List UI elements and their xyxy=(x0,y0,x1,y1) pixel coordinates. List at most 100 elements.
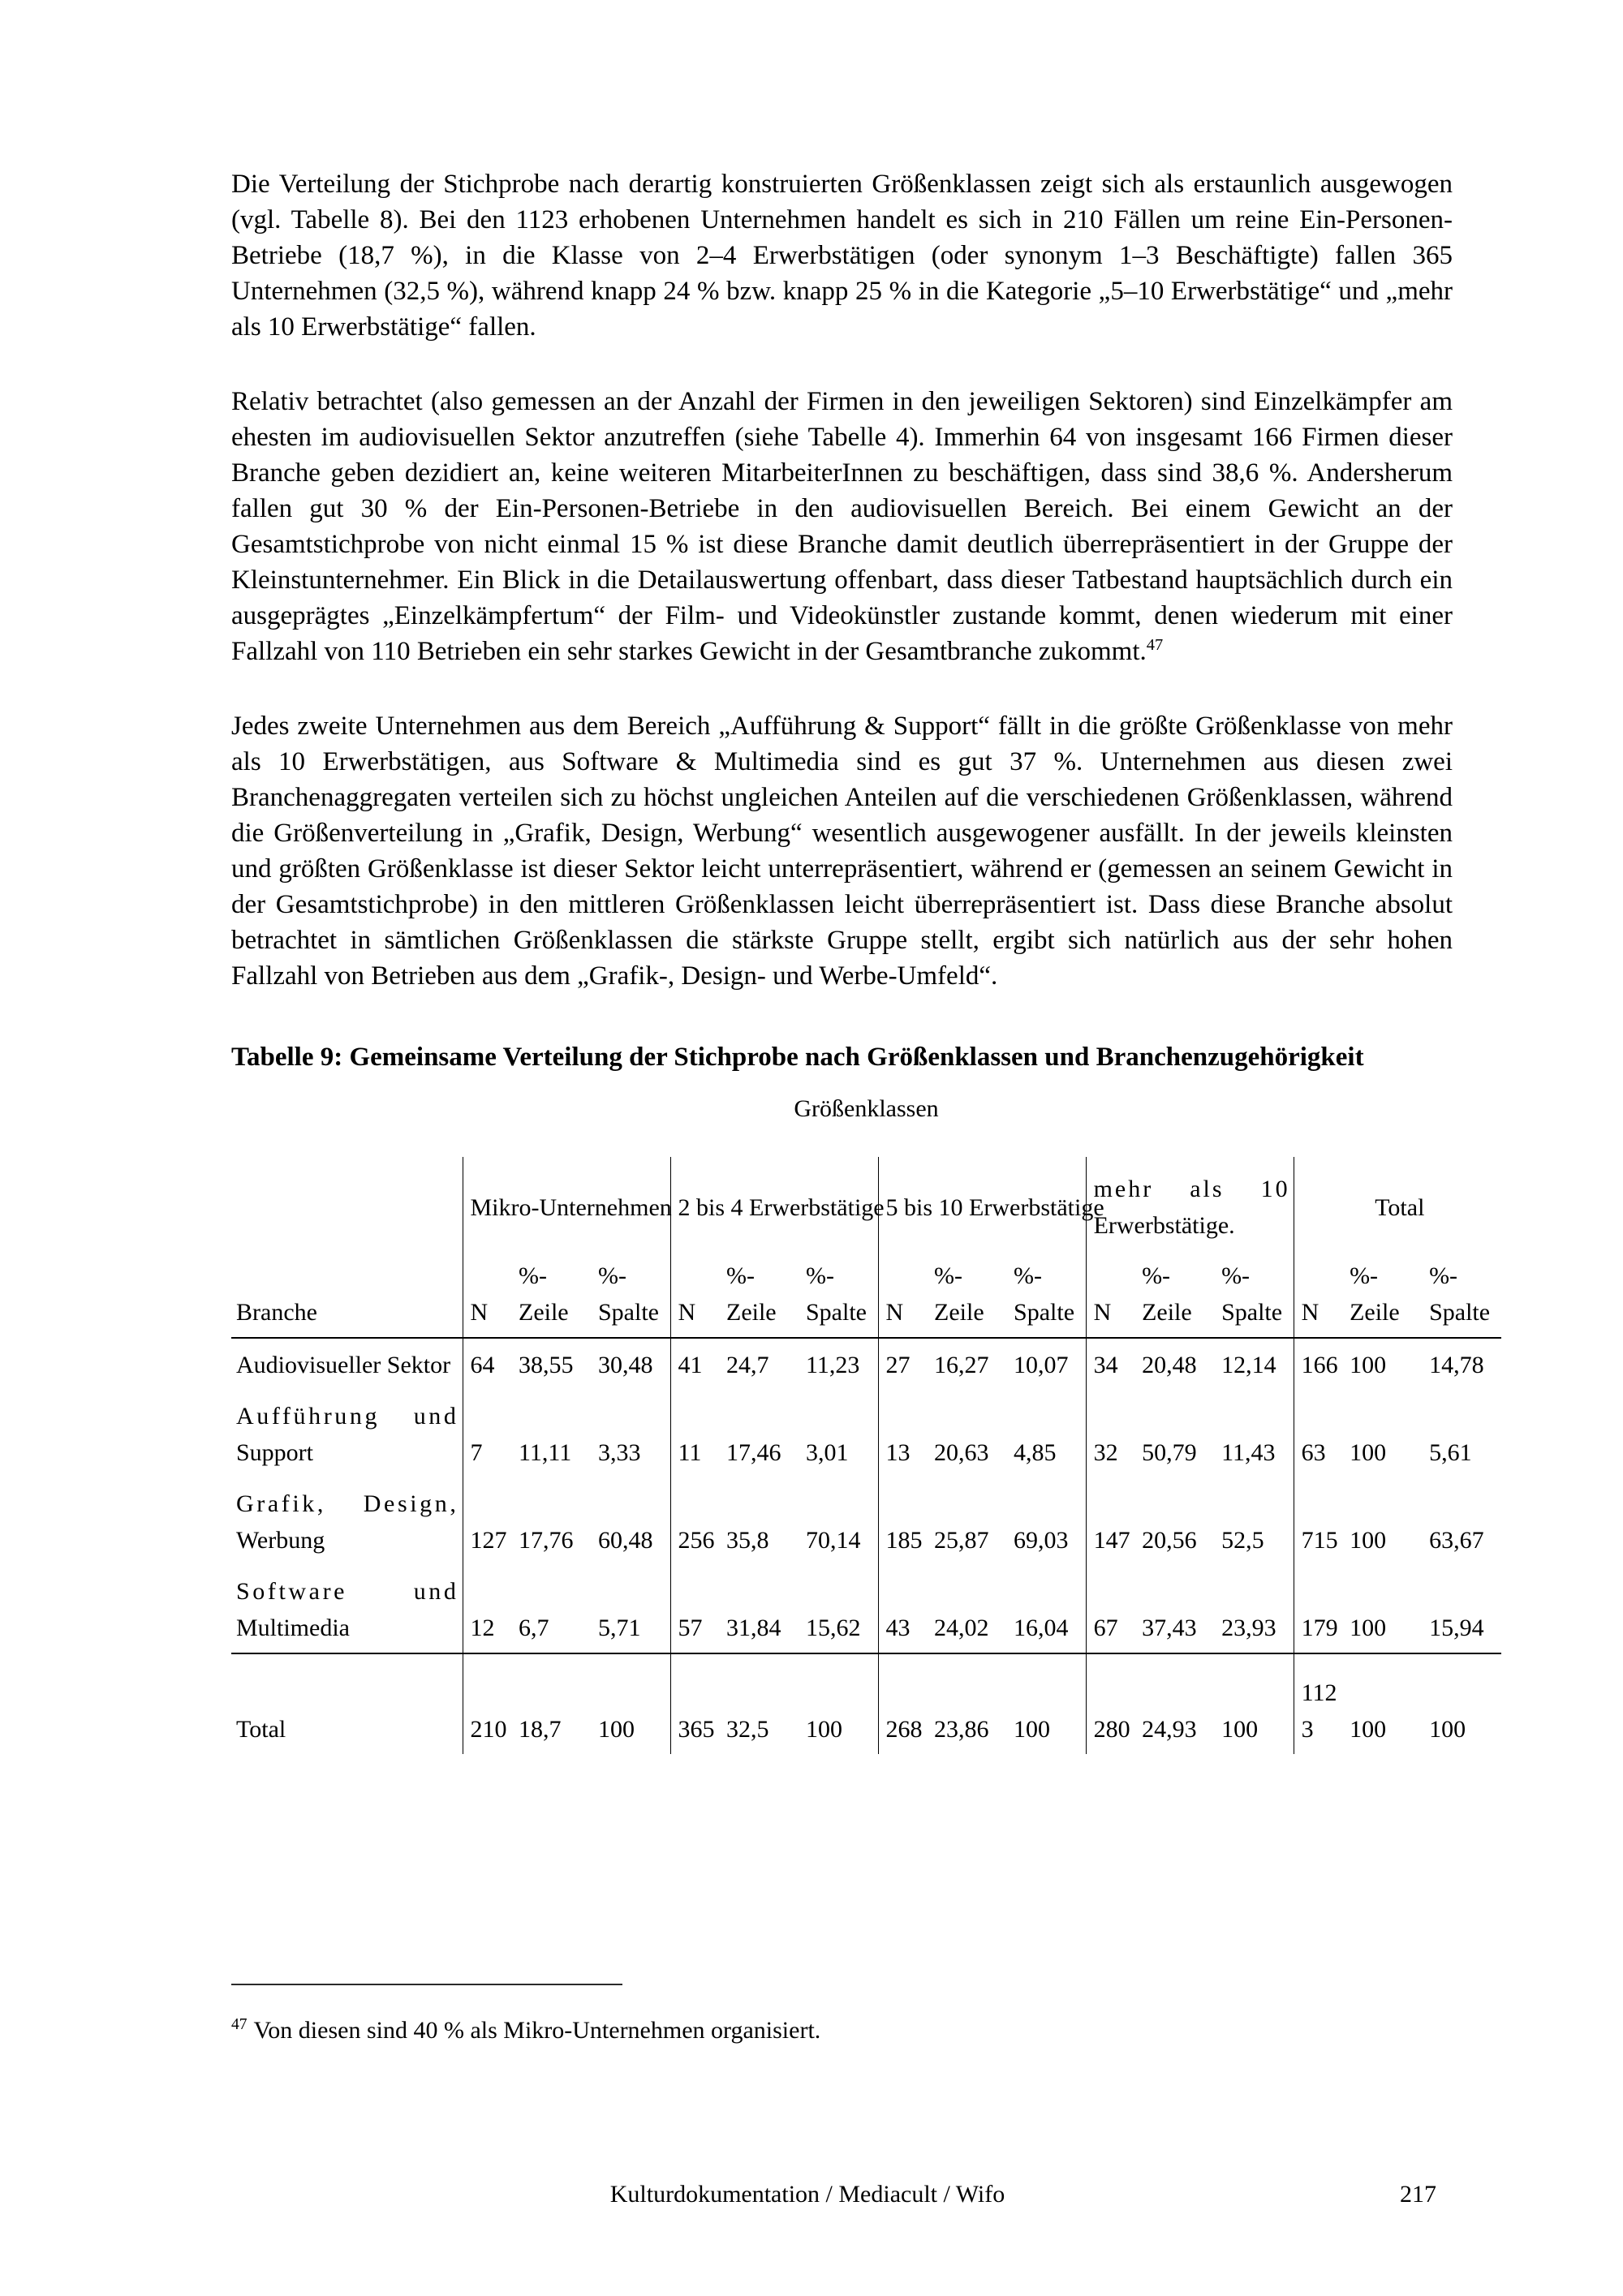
value-cell: 20,63 xyxy=(934,1439,989,1466)
value-cell: 268 xyxy=(877,1653,928,1754)
value-cell: 100 xyxy=(598,1716,635,1743)
value-cell: 3,01 xyxy=(806,1439,849,1466)
table-caption: Tabelle 9: Gemeinsame Verteilung der Sti… xyxy=(231,1043,1364,1072)
value-cell: 24,02 xyxy=(927,1565,1007,1654)
value-cell-total-n-wrapped: 112 3 xyxy=(1293,1653,1343,1754)
paragraph-1: Die Verteilung der Stichprobe nach derar… xyxy=(231,166,1453,345)
value-cell: 100 xyxy=(806,1716,842,1743)
pct-label: %- xyxy=(1429,1262,1458,1289)
table-row-audiovisueller-sektor: Audiovisueller Sektor 64 38,55 30,48 41 … xyxy=(231,1338,1501,1390)
zeile-label: Zeile xyxy=(519,1299,569,1326)
value-cell: 57 xyxy=(669,1565,719,1654)
value-cell: 23,93 xyxy=(1214,1565,1294,1654)
value-cell: 147 xyxy=(1085,1477,1135,1565)
zeile-label: Zeile xyxy=(726,1299,777,1326)
paragraph-1-text: Die Verteilung der Stichprobe nach derar… xyxy=(231,170,1453,342)
value-cell: 14,78 xyxy=(1429,1352,1484,1378)
token: Software xyxy=(236,1578,348,1605)
value-cell: 16,27 xyxy=(934,1352,989,1378)
n-label: N xyxy=(1093,1299,1112,1326)
pct-label: %- xyxy=(598,1262,626,1289)
n-label: N xyxy=(470,1299,489,1326)
row-label: Aufführung und Support xyxy=(231,1390,463,1477)
table-row-software-und-multimedia: Software und Multimedia 12 6,7 5,71 57 31… xyxy=(231,1565,1502,1654)
value-cell: 5,71 xyxy=(591,1565,670,1654)
value-cell: 38,55 xyxy=(519,1352,574,1378)
pct-label: %- xyxy=(519,1262,547,1289)
page-footer: Kulturdokumentation / Mediacult / Wifo 2… xyxy=(179,2181,1436,2208)
paragraph-2: Relativ betrachtet (also gemessen an der… xyxy=(231,384,1453,669)
pct-label: %- xyxy=(1221,1262,1251,1289)
footnote-reference-47: 47 xyxy=(1146,636,1164,654)
value-cell: 43 xyxy=(877,1565,928,1654)
token: Design, xyxy=(363,1490,459,1517)
footnote-area: 47 Von diesen sind 40 % als Mikro-Unterne… xyxy=(231,1984,1453,2044)
footer-running-title: Kulturdokumentation / Mediacult / Wifo xyxy=(609,2181,1005,2208)
paragraph-2-text: Relativ betrachtet (also gemessen an der… xyxy=(231,387,1453,666)
group-header-spacer xyxy=(231,1157,463,1258)
group-header-row: Mikro-Unternehmen 2 bis 4 Erwerbstätige … xyxy=(231,1157,1502,1258)
value-cell: 52,5 xyxy=(1221,1527,1264,1554)
value-cell: 13 xyxy=(877,1390,928,1477)
token: Grafik, xyxy=(236,1490,326,1517)
value-cell: 20,48 xyxy=(1142,1352,1197,1378)
paragraph-3-text: Jedes zweite Unternehmen aus dem Bereich… xyxy=(231,712,1453,991)
value-cell: 16,04 xyxy=(1006,1565,1087,1654)
row-label: Grafik, Design, Werbung xyxy=(231,1477,463,1565)
token: mehr xyxy=(1093,1176,1154,1202)
n-label: N xyxy=(885,1299,904,1326)
token: und xyxy=(413,1403,459,1430)
value-cell: 166 xyxy=(1293,1338,1343,1390)
group-header-mikro-unternehmen: Mikro-Unternehmen xyxy=(462,1157,672,1258)
value-cell: 32 xyxy=(1085,1390,1135,1477)
value-cell: 37,43 xyxy=(1134,1565,1215,1654)
column-header-n: N xyxy=(462,1258,511,1339)
footnote-separator-rule xyxy=(231,1984,622,1985)
paragraph-3: Jedes zweite Unternehmen aus dem Bereich… xyxy=(231,708,1453,994)
value-cell: 100 xyxy=(1350,1527,1387,1554)
column-header-n: N xyxy=(669,1258,719,1339)
footnote-text: Von diesen sind 40 % als Mikro-Unternehm… xyxy=(253,2017,821,2044)
group-header-mehr-als-10-line2: Erwerbstätige. xyxy=(1093,1212,1235,1239)
value-cell: 185 xyxy=(877,1477,928,1565)
column-header-pct-spalte: %- Spalte xyxy=(799,1258,879,1339)
page-number: 217 xyxy=(1400,2181,1436,2208)
table-row-total: Total 210 18,7 100 365 32,5 100 268 23,8… xyxy=(231,1653,1501,1754)
value-cell: 69,03 xyxy=(1014,1527,1069,1554)
table-row-grafik-design-werbung: Grafik, Design, Werbung 127 17,76 60,48 2… xyxy=(231,1477,1501,1565)
group-header-2-bis-4: 2 bis 4 Erwerbstätige xyxy=(669,1157,885,1258)
value-cell: 11 xyxy=(669,1390,719,1477)
pct-label: %- xyxy=(934,1262,963,1289)
table-axis-label: Größenklassen xyxy=(794,1095,939,1122)
value-cell: 11,11 xyxy=(519,1439,572,1466)
column-header-n: N xyxy=(1085,1258,1135,1339)
pct-label: %- xyxy=(726,1262,755,1289)
n-label: N xyxy=(678,1299,696,1326)
column-header-pct-spalte: %- Spalte xyxy=(1422,1258,1502,1339)
value-cell: 64 xyxy=(462,1338,511,1390)
value-cell: 32,5 xyxy=(726,1716,769,1743)
n-label: N xyxy=(1301,1299,1319,1326)
pct-label: %- xyxy=(806,1262,834,1289)
value-cell: 11,23 xyxy=(806,1352,860,1378)
token: 10 xyxy=(1260,1176,1290,1202)
value-cell: 63 xyxy=(1293,1390,1343,1477)
value-cell: 715 xyxy=(1293,1477,1343,1565)
row-label: Audiovisueller Sektor xyxy=(236,1352,451,1378)
spalte-label: Spalte xyxy=(1014,1299,1075,1326)
zeile-label: Zeile xyxy=(1350,1299,1400,1326)
spalte-label: Spalte xyxy=(598,1299,659,1326)
row-label-line1: Aufführung und xyxy=(236,1398,459,1434)
value-cell: 280 xyxy=(1085,1653,1135,1754)
value-cell: 70,14 xyxy=(806,1527,861,1554)
column-header-pct-zeile: %- Zeile xyxy=(511,1258,591,1339)
value-cell: 100 xyxy=(1342,1565,1423,1654)
column-header-branche: Branche xyxy=(231,1258,463,1339)
value-cell: 7 xyxy=(462,1390,511,1477)
column-header-pct-zeile: %- Zeile xyxy=(1342,1258,1423,1339)
column-header-pct-zeile: %- Zeile xyxy=(927,1258,1007,1339)
token: Aufführung xyxy=(236,1403,381,1430)
group-header-mehr-als-10: mehr als 10 Erwerbstätige. xyxy=(1085,1157,1294,1258)
column-header-pct-spalte: %- Spalte xyxy=(1006,1258,1087,1339)
